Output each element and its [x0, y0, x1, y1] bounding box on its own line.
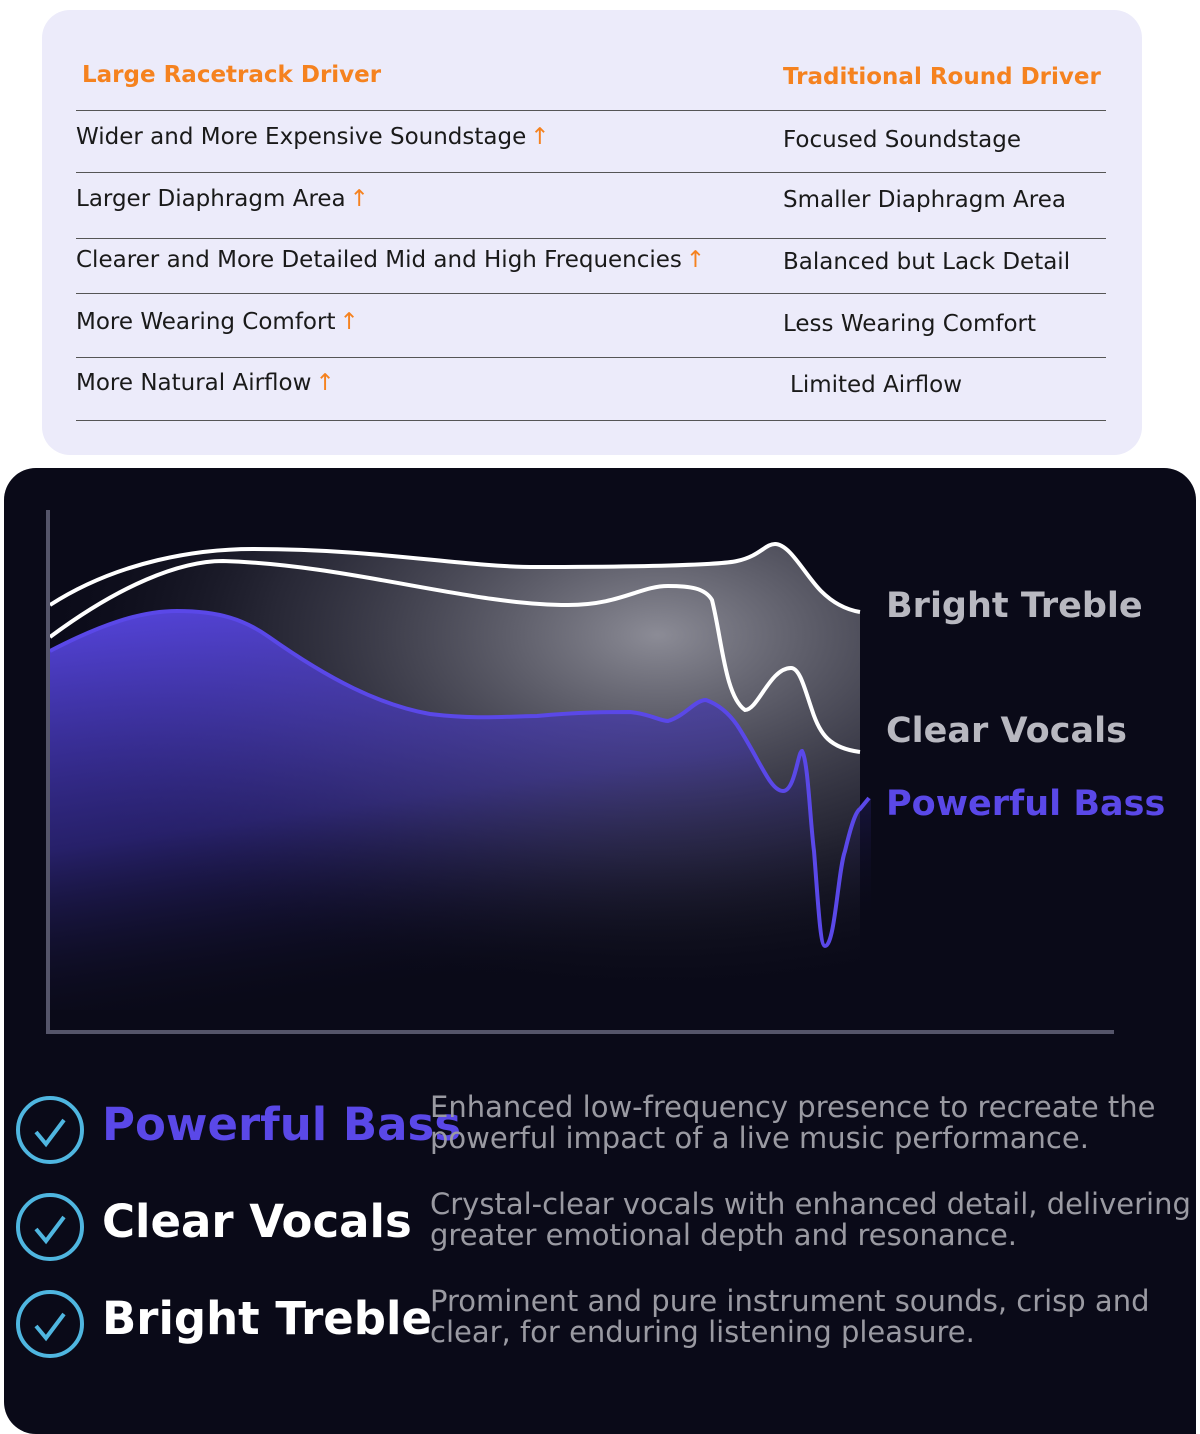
cell-left: Larger Diaphragm Area — [76, 186, 346, 212]
cell-right: Smaller Diaphragm Area — [783, 187, 1066, 213]
powerful-bass-curve — [49, 608, 871, 949]
comparison-card — [42, 10, 1142, 455]
cell-right: Limited Airflow — [790, 372, 963, 398]
header-round: Traditional Round Driver — [783, 64, 1101, 90]
feature-desc: Crystal-clear vocals with enhanced detai… — [430, 1187, 1191, 1252]
feature-title: Powerful Bass — [102, 1098, 462, 1151]
feature-title: Clear Vocals — [102, 1195, 412, 1248]
feature-desc: Prominent and pure instrument sounds, cr… — [430, 1284, 1150, 1349]
divider — [76, 357, 1106, 358]
feature-powerful-bass: Powerful Bass Enhanced low-frequency pre… — [0, 1086, 1200, 1176]
arrow-up-icon: ↑ — [685, 247, 706, 273]
label-bright-treble: Bright Treble — [886, 586, 1143, 626]
feature-title: Bright Treble — [102, 1292, 432, 1345]
label-clear-vocals: Clear Vocals — [886, 711, 1127, 751]
feature-desc: Enhanced low-frequency presence to recre… — [430, 1090, 1156, 1155]
cell-left: More Natural Airflow — [76, 370, 312, 396]
check-circle-icon — [16, 1290, 84, 1358]
check-circle-icon — [16, 1096, 84, 1164]
arrow-up-icon: ↑ — [339, 309, 359, 335]
arrow-up-icon: ↑ — [349, 186, 369, 212]
label-powerful-bass: Powerful Bass — [886, 784, 1166, 824]
cell-left: More Wearing Comfort — [76, 309, 336, 335]
cell-right: Balanced but Lack Detail — [783, 249, 1071, 275]
arrow-up-icon: ↑ — [315, 370, 335, 396]
cell-right: Less Wearing Comfort — [783, 311, 1036, 337]
cell-left: Wider and More Expensive Soundstage — [76, 124, 527, 150]
divider — [76, 293, 1106, 294]
divider — [76, 238, 1106, 239]
bright-treble-curve — [48, 541, 861, 614]
divider — [76, 110, 1106, 111]
cell-left: Clearer and More Detailed Mid and High F… — [76, 247, 682, 273]
divider — [76, 420, 1106, 421]
cell-right: Focused Soundstage — [783, 127, 1022, 153]
check-circle-icon — [16, 1193, 84, 1261]
bass-fill — [50, 611, 871, 1010]
header-racetrack: Large Racetrack Driver — [82, 62, 382, 88]
feature-bright-treble: Bright Treble Prominent and pure instrum… — [0, 1280, 1200, 1370]
divider — [76, 172, 1106, 173]
clear-vocals-curve — [48, 558, 861, 754]
feature-clear-vocals: Clear Vocals Crystal-clear vocals with e… — [0, 1183, 1200, 1273]
arrow-up-icon: ↑ — [530, 124, 550, 150]
